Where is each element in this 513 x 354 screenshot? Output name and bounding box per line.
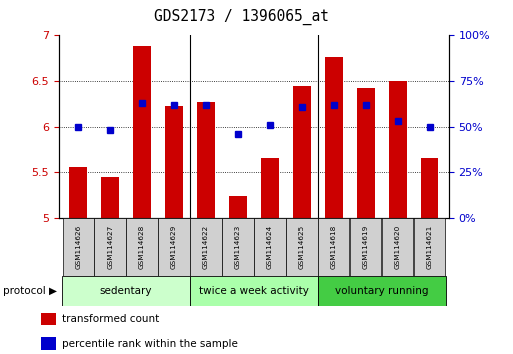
Text: sedentary: sedentary [100,286,152,296]
Bar [421,159,439,218]
Text: transformed count: transformed count [62,314,159,324]
Bar [318,218,349,276]
Bar [414,218,445,276]
Text: GSM114623: GSM114623 [235,225,241,269]
Text: GSM114625: GSM114625 [299,225,305,269]
Bar [293,86,311,218]
Text: GSM114626: GSM114626 [75,225,81,269]
Text: GSM114624: GSM114624 [267,225,273,269]
Text: percentile rank within the sample: percentile rank within the sample [62,339,238,349]
Bar [63,218,94,276]
Bar [254,218,286,276]
Bar [102,177,119,218]
Bar [229,196,247,218]
Bar [94,218,126,276]
Text: GSM114627: GSM114627 [107,225,113,269]
Bar [133,46,151,218]
Bar [197,102,215,218]
Bar [222,218,253,276]
Bar [62,276,190,306]
Bar [159,218,190,276]
Text: voluntary running: voluntary running [335,286,428,296]
Text: GSM114622: GSM114622 [203,225,209,269]
Text: GSM114618: GSM114618 [331,225,337,269]
Bar [190,276,318,306]
Bar [190,218,222,276]
Text: GSM114619: GSM114619 [363,225,369,269]
Text: protocol ▶: protocol ▶ [3,286,56,296]
Bar [350,218,382,276]
Bar [389,81,406,218]
Text: GSM114621: GSM114621 [427,225,432,269]
Bar [126,218,157,276]
Bar [325,57,343,218]
Text: GSM114629: GSM114629 [171,225,177,269]
Text: GDS2173 / 1396065_at: GDS2173 / 1396065_at [153,9,329,25]
Bar [261,159,279,218]
Bar [165,105,183,218]
Bar [318,276,446,306]
Bar [382,218,413,276]
Bar [357,88,374,218]
Text: twice a week activity: twice a week activity [199,286,309,296]
Text: GSM114628: GSM114628 [139,225,145,269]
Bar [41,337,56,350]
Text: GSM114620: GSM114620 [394,225,401,269]
Bar [41,313,56,325]
Bar [286,218,318,276]
Bar [69,167,87,218]
